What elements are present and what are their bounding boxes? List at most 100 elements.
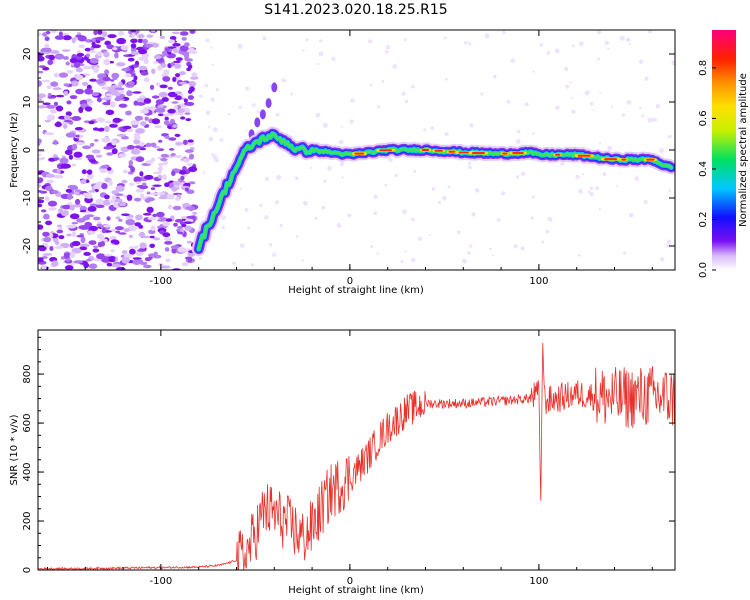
noise-speck	[219, 138, 224, 142]
noise-blob	[104, 69, 110, 75]
noise-blob	[158, 192, 166, 196]
noise-speck	[238, 105, 242, 110]
noise-speck	[368, 39, 373, 44]
snr-plot-area	[38, 330, 675, 570]
noise-blob	[121, 250, 128, 254]
noise-blob	[118, 81, 123, 88]
noise-speck	[199, 94, 203, 98]
colorbar-tick-label: 0.2	[698, 212, 709, 228]
ridge-echo-blob	[271, 82, 278, 93]
noise-blob	[184, 187, 189, 192]
noise-blob	[171, 186, 178, 192]
noise-blob	[146, 34, 154, 38]
noise-speck	[327, 166, 332, 171]
noise-blob	[130, 120, 140, 126]
noise-blob	[79, 243, 90, 248]
noise-blob	[93, 30, 98, 36]
noise-blob	[64, 265, 74, 270]
noise-speck	[275, 112, 280, 117]
noise-blob	[62, 204, 71, 210]
noise-blob	[122, 125, 132, 130]
noise-speck	[227, 113, 231, 116]
noise-blob	[98, 127, 105, 131]
noise-speck	[592, 109, 595, 112]
noise-speck	[456, 230, 461, 235]
noise-blob	[38, 70, 44, 74]
noise-blob	[159, 84, 168, 89]
snr-x-label: Height of straight line (km)	[288, 585, 424, 596]
noise-blob	[101, 137, 111, 143]
noise-speck	[294, 176, 299, 181]
noise-blob	[129, 248, 136, 255]
noise-blob	[179, 31, 189, 36]
noise-blob	[167, 86, 173, 90]
noise-blob	[133, 176, 142, 183]
noise-blob	[86, 174, 94, 180]
noise-blob	[134, 222, 142, 227]
noise-blob	[146, 197, 155, 202]
noise-speck	[373, 194, 378, 199]
noise-blob	[127, 214, 134, 218]
noise-blob	[164, 71, 169, 77]
colorbar-tick-label: 0.8	[698, 60, 709, 76]
noise-speck	[628, 212, 634, 218]
noise-blob	[88, 120, 95, 125]
colorbar-ticks: 0.0 0.2 0.4 0.6 0.8	[698, 60, 716, 278]
noise-blob	[103, 146, 113, 150]
noise-blob	[66, 70, 74, 74]
noise-blob	[74, 127, 84, 131]
noise-blob	[89, 78, 97, 82]
noise-blob	[129, 182, 135, 186]
noise-speck	[431, 187, 436, 191]
noise-blob	[187, 89, 193, 94]
noise-blob	[186, 67, 192, 72]
noise-blob	[133, 100, 139, 106]
noise-speck	[604, 40, 609, 46]
noise-blob	[91, 44, 101, 49]
noise-blob	[118, 218, 123, 222]
noise-speck	[410, 217, 415, 222]
colorbar-label: Normalized spectral amplitude	[738, 73, 749, 227]
noise-blob	[128, 234, 133, 239]
noise-speck	[232, 261, 237, 266]
noise-blob	[49, 246, 54, 251]
noise-blob	[152, 213, 158, 218]
noise-blob	[144, 116, 149, 121]
noise-blob	[108, 258, 116, 263]
noise-speck	[305, 38, 309, 42]
noise-blob	[99, 168, 107, 174]
noise-blob	[71, 163, 77, 167]
noise-speck	[323, 179, 327, 183]
noise-blob	[110, 249, 115, 253]
snr-y-label: SNR (10 * v/v)	[9, 414, 20, 485]
noise-blob	[55, 94, 65, 98]
noise-blob	[118, 31, 125, 36]
noise-blob	[62, 35, 72, 41]
noise-blob	[166, 194, 176, 198]
noise-blob	[119, 153, 127, 158]
noise-blob	[94, 139, 99, 142]
noise-blob	[133, 138, 141, 145]
noise-blob	[143, 77, 150, 83]
noise-blob	[163, 160, 168, 166]
noise-speck	[370, 245, 374, 248]
noise-blob	[173, 155, 183, 158]
noise-blob	[70, 80, 79, 87]
noise-blob	[38, 97, 43, 103]
noise-speck	[520, 246, 525, 251]
noise-speck	[464, 41, 468, 45]
noise-blob	[175, 91, 183, 95]
noise-speck	[649, 117, 655, 122]
noise-blob	[139, 261, 148, 265]
noise-speck	[423, 128, 427, 132]
noise-blob	[140, 121, 147, 127]
noise-blob	[84, 47, 91, 52]
noise-blob	[96, 97, 102, 103]
noise-blob	[115, 226, 124, 231]
noise-blob	[135, 181, 141, 184]
noise-blob	[121, 257, 130, 264]
noise-speck	[468, 165, 472, 170]
noise-blob	[151, 95, 160, 99]
noise-speck	[400, 259, 404, 264]
